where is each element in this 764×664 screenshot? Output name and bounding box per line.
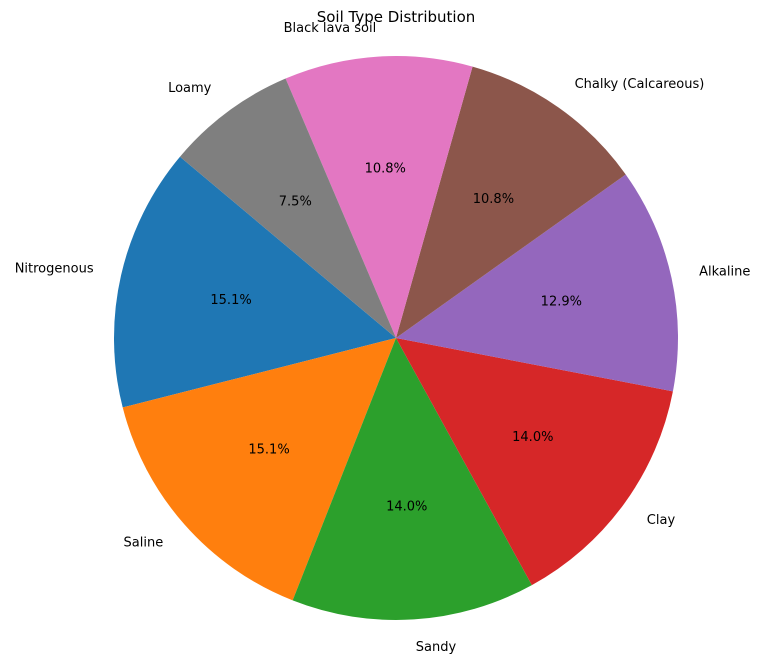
- category-label-sandy: Sandy: [416, 640, 457, 655]
- pie-slice-black-lava-soil: [285, 56, 473, 339]
- pct-label-sandy: 14.0%: [386, 499, 427, 514]
- pie-slice-alkaline: [396, 174, 678, 392]
- category-label-chalky-calcareous: Chalky (Calcareous): [575, 77, 705, 92]
- pct-label-clay: 14.0%: [512, 430, 553, 445]
- pie-slice-nitrogenous: [113, 156, 396, 408]
- pie-slice-sandy: [292, 338, 532, 621]
- pie-labels: 15.1% Nitrogenous 15.1% Saline 14.0% Sandy 14.…: [15, 21, 751, 655]
- pct-label-black-lava-soil: 10.8%: [365, 162, 406, 177]
- pie-slice-clay: [396, 338, 673, 586]
- category-label-black-lava-soil: Black lava soil: [284, 21, 377, 36]
- chart-title: Soil Type Distribution: [317, 8, 476, 26]
- pct-label-alkaline: 12.9%: [541, 295, 582, 310]
- pie-slice-saline: [122, 338, 396, 601]
- pct-label-loamy: 7.5%: [279, 195, 312, 210]
- pie-slice-loamy: [179, 78, 396, 338]
- category-label-saline: Saline: [124, 536, 164, 551]
- category-label-clay: Clay: [647, 513, 676, 528]
- category-label-alkaline: Alkaline: [699, 265, 750, 280]
- category-label-nitrogenous: Nitrogenous: [15, 261, 94, 276]
- pie-slices: [113, 56, 678, 621]
- pie-slice-chalky-calcareous: [396, 66, 626, 338]
- pct-label-chalky-calcareous: 10.8%: [473, 192, 514, 207]
- pct-label-nitrogenous: 15.1%: [210, 293, 251, 308]
- category-label-loamy: Loamy: [168, 81, 212, 96]
- pct-label-saline: 15.1%: [248, 442, 289, 457]
